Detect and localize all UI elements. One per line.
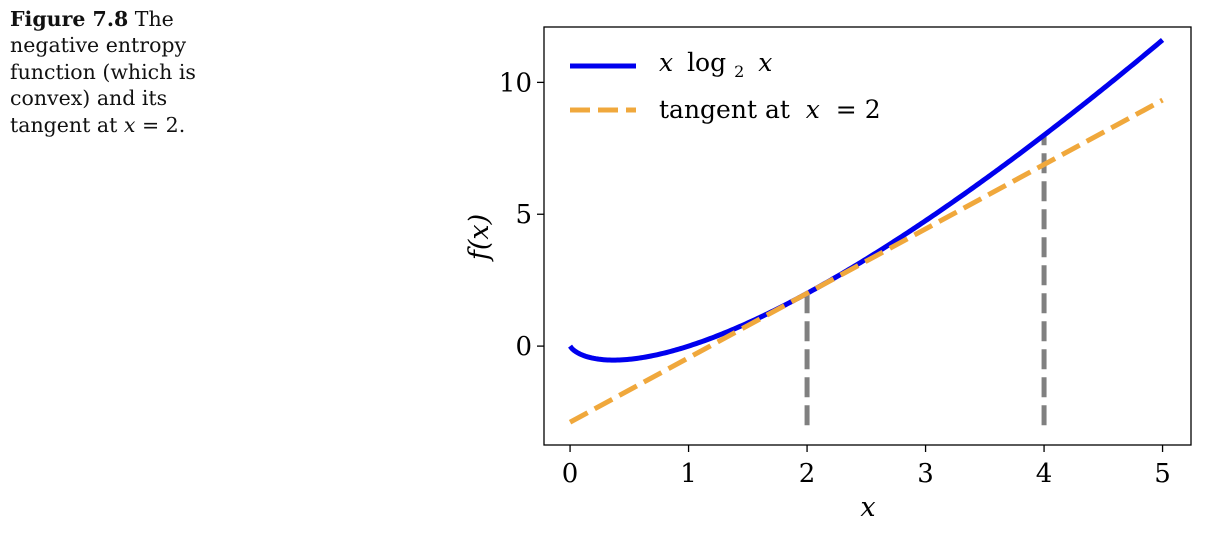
series-xlog2x-line: [568, 38, 1165, 363]
x-axis-label: x: [860, 492, 875, 523]
axis-ticks: 0 1 2 3 4 5 0 5 10: [499, 68, 1171, 489]
legend-xlog2x-var: x: [659, 48, 673, 77]
y-tick-label: 10: [499, 68, 532, 98]
legend-xlog2x-var2: x: [758, 48, 772, 77]
legend-label-xlog2x: x log 2 x: [659, 48, 772, 83]
x-tick-label: 0: [562, 459, 579, 489]
plot-frame: [543, 26, 1192, 446]
legend-tangent-var: x: [806, 95, 820, 124]
legend-tangent-value: = 2: [828, 95, 881, 124]
legend-tangent-text: tangent at: [659, 95, 798, 124]
figure-caption: Figure 7.8 The negative entropy function…: [10, 6, 250, 138]
legend-label-tangent: tangent at x = 2: [659, 95, 881, 124]
y-axis-label: f(x): [464, 214, 495, 262]
caption-text-end: = 2.: [141, 112, 186, 137]
caption-text: The negative entropy function (which is …: [10, 7, 196, 137]
x-tick-label: 2: [799, 459, 816, 489]
legend: x log 2 x tangent at x = 2: [570, 48, 881, 124]
chart-curves: [568, 38, 1165, 426]
x-tick-label: 3: [917, 459, 934, 489]
x-tick-label: 4: [1036, 459, 1053, 489]
series-tangent-line: [568, 97, 1164, 425]
x-tick-label: 1: [680, 459, 697, 489]
y-tick-label: 0: [515, 332, 532, 362]
x-tick-label: 5: [1154, 459, 1171, 489]
y-tick-label: 5: [515, 200, 532, 230]
legend-xlog2x-log: log: [687, 48, 726, 77]
figure-label: Figure 7.8: [10, 7, 129, 31]
legend-xlog2x-base: 2: [734, 62, 744, 81]
caption-math-var: x: [123, 112, 136, 137]
